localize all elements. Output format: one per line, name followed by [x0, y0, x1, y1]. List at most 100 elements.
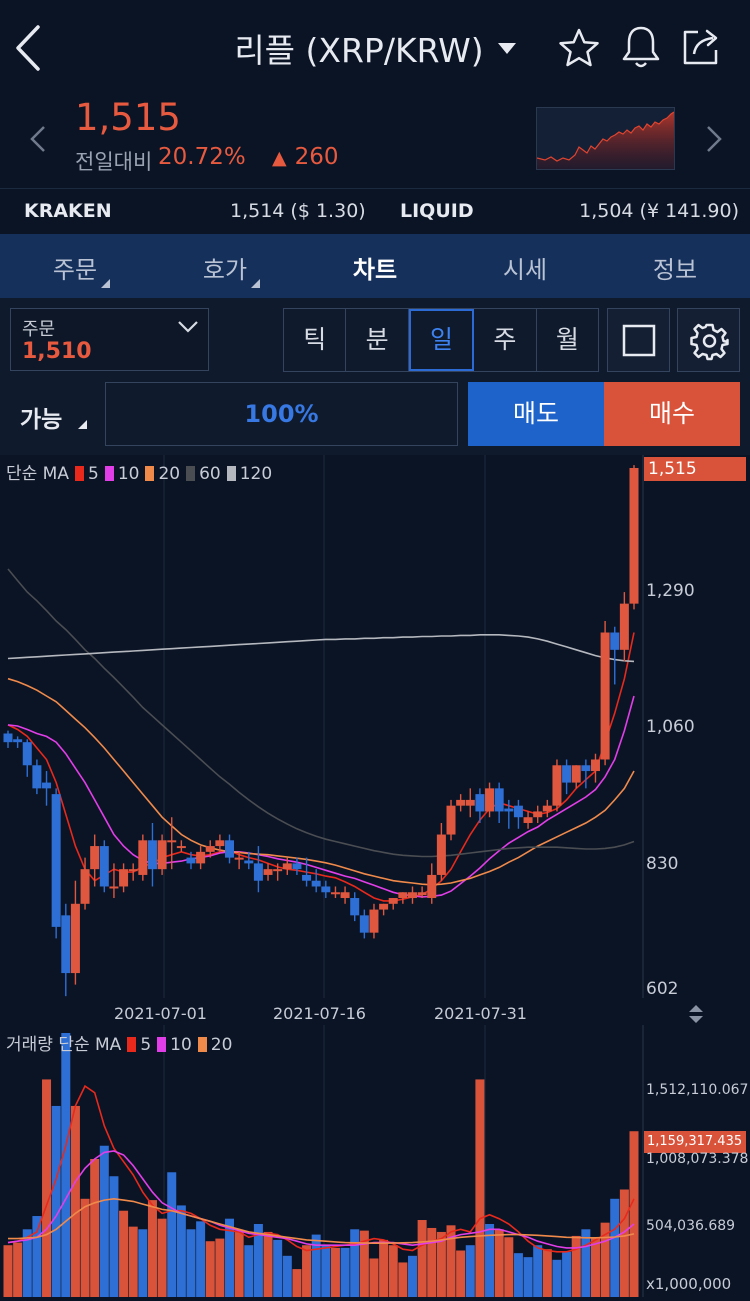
tab-label: 시세: [502, 256, 548, 284]
legend-title: 단순 MA: [6, 464, 69, 484]
tab-order[interactable]: 주문: [0, 250, 150, 288]
candle: [359, 915, 369, 933]
tab-info[interactable]: 정보: [600, 250, 750, 285]
exchange-price-row: [0, 188, 750, 234]
legend-swatch: [74, 466, 84, 481]
volume-bar: [533, 1245, 543, 1297]
volume-bar: [196, 1221, 206, 1297]
volume-bar: [427, 1227, 437, 1297]
top-navigation-bar: [0, 0, 750, 96]
candle: [398, 892, 408, 899]
legend-label: 5: [87, 464, 99, 484]
volume-unit-label: x1,000,000: [646, 1275, 732, 1293]
y-tick-label: 504,036.689: [646, 1218, 736, 1234]
legend-title: 거래량 단순 MA: [6, 1035, 122, 1055]
candle: [542, 805, 552, 812]
candle: [51, 794, 61, 927]
mini-price-chart[interactable]: [536, 107, 675, 170]
chevron-left-icon[interactable]: [28, 124, 48, 154]
candle: [427, 874, 437, 899]
candle: [321, 886, 331, 893]
share-icon[interactable]: [680, 26, 722, 68]
settings-button[interactable]: [677, 308, 740, 372]
volume-ma-line-5: [7, 1084, 635, 1253]
y-tick-label: 1,060: [646, 717, 695, 737]
volume-legend: 거래량 단순 MA 5 10 20: [6, 1030, 232, 1055]
order-value: 1,510: [22, 339, 92, 364]
tab-chart[interactable]: 차트: [300, 250, 450, 285]
legend-swatch: [104, 466, 114, 481]
submenu-marker-icon: [78, 420, 87, 429]
legend-swatch: [186, 466, 196, 481]
candle: [22, 742, 32, 766]
volume-bar: [157, 1218, 167, 1297]
volume-bar: [475, 1079, 485, 1297]
chart-area[interactable]: 단순 MA 5 10 20 60 120 1,515 1,290 1,060 830 60…: [0, 455, 750, 1297]
available-selector[interactable]: 가능: [20, 400, 87, 434]
volume-bar: [205, 1241, 215, 1297]
candle: [590, 759, 600, 772]
volume-bar: [13, 1242, 23, 1297]
volume-bar: [590, 1237, 600, 1297]
candle: [176, 846, 186, 849]
legend-label: 10: [170, 1035, 192, 1055]
change-amount-group: ▲ 260: [272, 144, 339, 170]
volume-bar: [465, 1245, 475, 1297]
chevron-down-icon: [177, 319, 199, 333]
order-price-select[interactable]: 주문 1,510: [10, 308, 209, 371]
volume-bar: [485, 1223, 495, 1297]
period-month[interactable]: 월: [555, 325, 579, 354]
market-title-dropdown[interactable]: 리플 (XRP/KRW): [0, 24, 750, 72]
section-tabs: 주문 호가 차트 시세 정보: [0, 234, 750, 298]
back-arrow-icon[interactable]: [12, 24, 42, 72]
period-minute[interactable]: 분: [346, 309, 409, 371]
volume-bar: [562, 1251, 572, 1297]
period-day[interactable]: 일: [408, 309, 475, 371]
legend-swatch: [197, 1037, 207, 1052]
buy-button[interactable]: 매수: [604, 382, 740, 446]
volume-bar: [629, 1131, 639, 1297]
volume-bar: [253, 1223, 263, 1297]
legend-swatch: [157, 1037, 167, 1052]
star-icon[interactable]: [558, 27, 600, 69]
volume-bar: [552, 1259, 562, 1297]
legend-swatch: [226, 466, 236, 481]
change-percent: 20.72%: [158, 144, 246, 170]
chevron-down-icon: [497, 43, 516, 54]
candle: [282, 863, 292, 870]
gear-icon: [690, 323, 729, 361]
resize-arrows-icon[interactable]: [686, 1003, 706, 1025]
ma-line-60: [7, 568, 635, 858]
candle: [13, 739, 23, 743]
candle: [340, 892, 350, 899]
volume-bar: [273, 1239, 283, 1297]
tab-orderbook[interactable]: 호가: [150, 250, 300, 288]
volume-bar: [379, 1239, 389, 1297]
quantity-percent-field[interactable]: 100%: [105, 382, 458, 446]
price-volume-chart[interactable]: [0, 455, 750, 1297]
volume-ma-line-10: [7, 1150, 635, 1249]
bell-icon[interactable]: [620, 24, 662, 70]
volume-bar: [109, 1176, 119, 1297]
candle: [388, 898, 398, 904]
candle: [562, 765, 572, 783]
candle: [581, 765, 591, 772]
candle: [369, 909, 379, 933]
volume-bar: [513, 1253, 523, 1297]
fullscreen-button[interactable]: [607, 308, 670, 372]
chevron-right-icon[interactable]: [704, 124, 724, 154]
volume-bar: [350, 1229, 360, 1297]
ma-line-20: [7, 677, 635, 886]
sell-button[interactable]: 매도: [468, 382, 604, 446]
period-week[interactable]: 주: [474, 309, 537, 371]
period-selector: 틱 분 일 주 월: [283, 308, 599, 372]
submenu-marker-icon: [101, 279, 110, 288]
tab-quotes[interactable]: 시세: [450, 250, 600, 285]
x-axis-band: [0, 998, 750, 1025]
volume-bar: [436, 1231, 446, 1297]
square-icon: [622, 324, 656, 357]
period-tick[interactable]: 틱: [284, 309, 347, 371]
volume-bar: [610, 1198, 620, 1297]
ma-line-10: [7, 695, 635, 898]
market-title: 리플 (XRP/KRW): [234, 31, 484, 70]
